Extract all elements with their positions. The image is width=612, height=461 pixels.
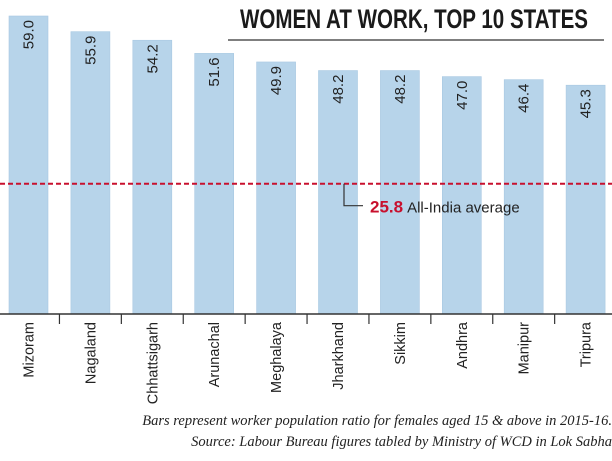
category-label-arunachal: Arunachal	[207, 322, 223, 387]
bar-manipur	[503, 79, 544, 315]
value-label-sikkim: 48.2	[392, 75, 409, 104]
average-callout-connector	[343, 183, 363, 207]
reference-line-group: 25.8 All-India average	[0, 182, 612, 217]
bar-andhra	[441, 76, 482, 315]
value-label-meghalaya: 49.9	[268, 66, 285, 95]
bar-meghalaya	[256, 61, 296, 315]
bar-sikkim	[380, 70, 420, 315]
category-label-tripura: Tripura	[579, 321, 595, 367]
category-label-jharkhand: Jharkhand	[331, 322, 347, 390]
value-label-tripura: 45.3	[578, 89, 595, 118]
category-label-meghalaya: Meghalaya	[269, 321, 285, 393]
category-label-sikkim: Sikkim	[393, 322, 409, 365]
footnote-description: Bars represent worker population ratio f…	[142, 413, 612, 429]
bar-chhattsigarh	[132, 39, 173, 315]
average-value: 25.8	[370, 198, 403, 217]
category-label-chhattsigarh: Chhattsigarh	[145, 322, 161, 404]
bar-tripura	[565, 84, 606, 315]
x-axis: Mizoram Nagaland Chhattsigarh Arunachal Megh…	[0, 313, 612, 404]
category-label-nagaland: Nagaland	[83, 322, 99, 384]
value-label-mizoram: 59.0	[21, 20, 38, 49]
chart-title: WOMEN AT WORK, TOP 10 STATES	[240, 4, 588, 34]
category-label-manipur: Manipur	[517, 322, 533, 375]
category-label-mizoram: Mizoram	[22, 322, 38, 378]
value-label-jharkhand: 48.2	[330, 75, 347, 104]
value-label-manipur: 46.4	[516, 84, 533, 113]
average-label: All-India average	[407, 200, 520, 217]
bar-mizoram	[8, 15, 49, 315]
bars-group: 59.0 55.9 54.2 51.6 49.9 48.2 48.2 47.0 46.4 45.3	[8, 15, 606, 315]
category-label-andhra: Andhra	[455, 321, 471, 369]
footnote-source: Source: Labour Bureau figures tabled by …	[191, 434, 612, 450]
value-label-arunachal: 51.6	[206, 57, 223, 86]
value-label-andhra: 47.0	[454, 81, 471, 110]
bar-nagaland	[70, 31, 111, 315]
bar-jharkhand	[318, 70, 358, 315]
value-label-nagaland: 55.9	[82, 36, 99, 65]
average-callout: 25.8 All-India average	[370, 198, 520, 217]
value-label-chhattsigarh: 54.2	[144, 44, 161, 73]
